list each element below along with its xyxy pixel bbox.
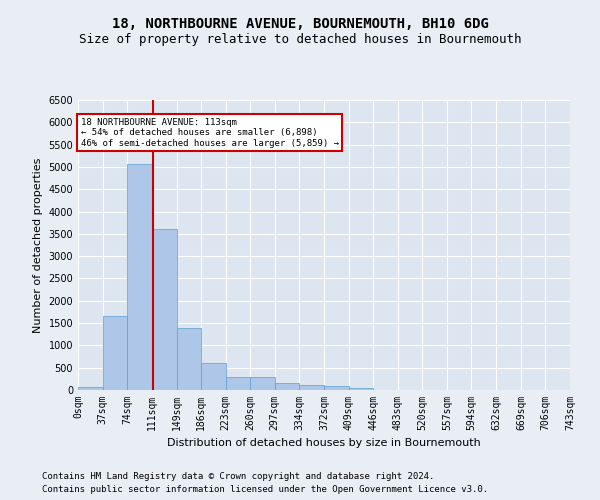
Bar: [201, 363, 226, 390]
Bar: [78, 386, 103, 390]
Bar: [275, 384, 299, 390]
Text: Contains HM Land Registry data © Crown copyright and database right 2024.: Contains HM Land Registry data © Crown c…: [42, 472, 434, 481]
Text: Size of property relative to detached houses in Bournemouth: Size of property relative to detached ho…: [79, 32, 521, 46]
Bar: [250, 376, 275, 390]
Bar: [127, 164, 152, 390]
Text: Contains public sector information licensed under the Open Government Licence v3: Contains public sector information licen…: [42, 485, 488, 494]
Bar: [299, 385, 325, 390]
Bar: [103, 316, 127, 390]
Bar: [152, 230, 176, 390]
Bar: [349, 388, 373, 390]
Y-axis label: Number of detached properties: Number of detached properties: [33, 158, 43, 332]
Text: 18, NORTHBOURNE AVENUE, BOURNEMOUTH, BH10 6DG: 18, NORTHBOURNE AVENUE, BOURNEMOUTH, BH1…: [112, 18, 488, 32]
X-axis label: Distribution of detached houses by size in Bournemouth: Distribution of detached houses by size …: [167, 438, 481, 448]
Bar: [226, 376, 250, 390]
Text: 18 NORTHBOURNE AVENUE: 113sqm
← 54% of detached houses are smaller (6,898)
46% o: 18 NORTHBOURNE AVENUE: 113sqm ← 54% of d…: [80, 118, 338, 148]
Bar: [325, 386, 349, 390]
Bar: [176, 328, 201, 390]
